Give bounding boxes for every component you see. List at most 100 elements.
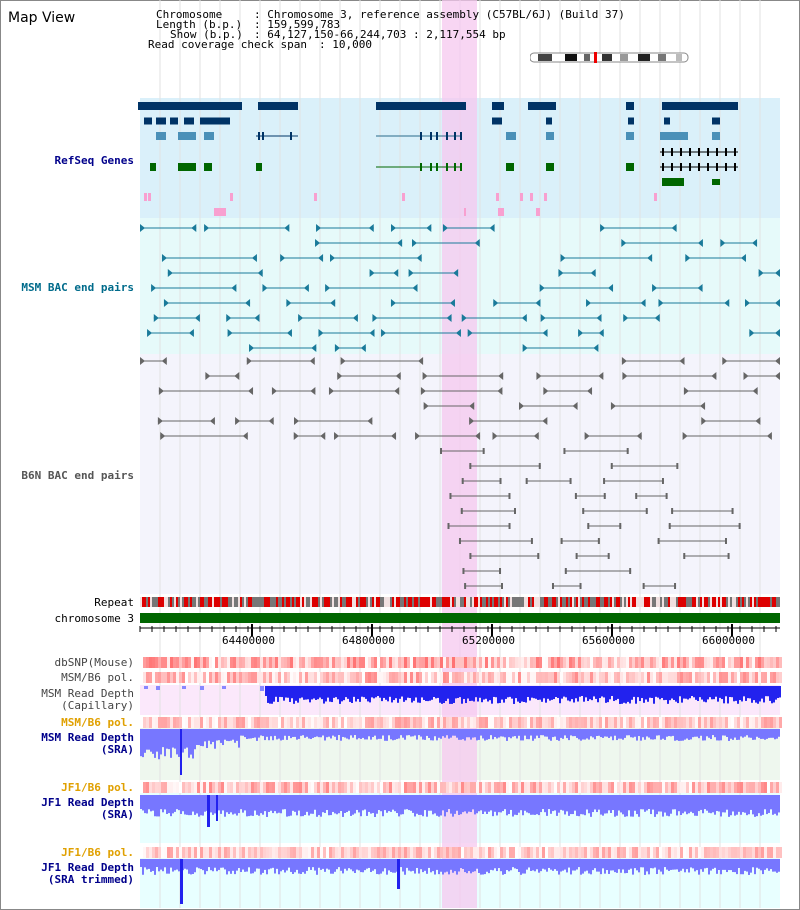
dbsnp-cell [332,657,335,668]
dbsnp-cell [275,657,278,668]
jf1-depth-bar [240,795,242,810]
jf1-pol-cell [299,782,302,793]
jf1-depth-bar [726,795,728,810]
msm-depth-sra-bar [752,729,754,740]
jf1-pol-cell [236,782,239,793]
b6n-bac-end [569,478,572,484]
dbsnp-cell [206,657,209,668]
msm-b6-pol-cell [416,672,419,683]
msm-b6-pol-cell [398,672,401,683]
jf1-pol2-cell [560,847,563,858]
jf1-pol2-cell [398,847,401,858]
msm-b6-pol2-cell [257,717,260,728]
jf1-trim-bar [350,859,352,870]
msm-b6-pol2-cell [548,717,551,728]
jf1-trim-bar [432,859,434,872]
repeat-segment [262,597,264,607]
msm-depth-sra-bar [530,729,532,736]
jf1-pol2-cell [779,847,782,858]
jf1-pol-cell [230,782,233,793]
gene-exon [698,148,700,156]
b6n-bac-end [508,493,511,499]
jf1-depth-bar [368,795,370,812]
repeat-segment [682,597,684,607]
jf1-trim-bar [582,859,584,874]
msm-b6-pol-cell [677,672,680,683]
jf1-pol2-cell [347,847,350,858]
repeat-segment [450,597,452,607]
repeat-segment [640,597,642,607]
dbsnp-cell [653,657,656,668]
repeat-segment [702,597,704,607]
msm-depth-cap-bar [445,686,447,702]
jf1-pol-cell [263,782,266,793]
jf1-pol2-cell [611,847,614,858]
dbsnp-cell [290,657,293,668]
jf1-pol2-cell [170,847,173,858]
msm-depth-sra-bar [190,729,192,755]
repeat-segment [700,597,702,607]
repeat-segment [264,597,266,607]
jf1-pol2-cell [476,847,479,858]
dbsnp-cell [644,657,647,668]
length-value: 159,599,783 [267,18,341,31]
jf1-trim-bar [450,859,452,870]
jf1-depth-bar [422,795,424,817]
jf1-depth-bar [476,795,478,814]
jf1-trim-bar [370,859,372,873]
dbsnp-cell [308,657,311,668]
dbsnp-cell [425,657,428,668]
msm-b6-pol-cell [533,672,536,683]
jf1-pol-cell [392,782,395,793]
dbsnp-cell [341,657,344,668]
dbsnp-cell [623,657,626,668]
repeat-segment [316,597,318,607]
jf1-depth-bar [496,795,498,816]
repeat-segment [608,597,610,607]
msm-bac-end [455,329,461,337]
jf1-depth-bar [652,795,654,810]
jf1-depth-bar [158,795,160,817]
b6n-bac-end [635,493,638,499]
jf1-trim-bar [774,859,776,872]
msm-depth-cap-bar [539,686,541,700]
msm-depth-sra-bar [550,729,552,741]
msm-depth-sra-bar [700,729,702,736]
msm-depth-cap-bar [777,686,779,699]
msm-depth-sra-bar [684,729,686,740]
msm-depth-sra-bar [772,729,774,738]
jf1-depth-bar [754,795,756,817]
jf1-pol2-cell [245,847,248,858]
jf1-trim-bar [162,859,164,872]
msm-b6-pol-cell [512,672,515,683]
msm-b6-pol-cell [326,672,329,683]
msm-bac-end [461,314,467,322]
msm-bac-end [521,314,527,322]
msm-depth-cap-bar [465,686,467,704]
jf1-depth-bar [428,795,430,811]
repeat-segment [622,597,624,607]
msm-depth-sra-bar [492,729,494,740]
jf1-pol2-cell [608,847,611,858]
dbsnp-cell [176,657,179,668]
msm-b6-pol-cell [644,672,647,683]
repeat-segment [694,597,696,607]
jf1-pol-cell [518,782,521,793]
repeat-segment [278,597,280,607]
jf1-pol2-cell [455,847,458,858]
msm-depth-cap-bar [705,686,707,703]
msm-depth-cap-bar [387,686,389,702]
b6n-bac-end [475,432,481,440]
jf1-pol-cell [209,782,212,793]
dbsnp-cell [389,657,392,668]
repeat-segment [480,597,482,607]
jf1-pol2-cell [446,847,449,858]
msm-b6-pol-cell [344,672,347,683]
repeat-segment [302,597,304,607]
jf1-pol-cell [254,782,257,793]
gene-block [626,132,634,140]
jf1-trim-bar [156,859,158,868]
jf1-pol-cell [746,782,749,793]
dbsnp-cell [527,657,530,668]
jf1-trim-bar [314,859,316,871]
